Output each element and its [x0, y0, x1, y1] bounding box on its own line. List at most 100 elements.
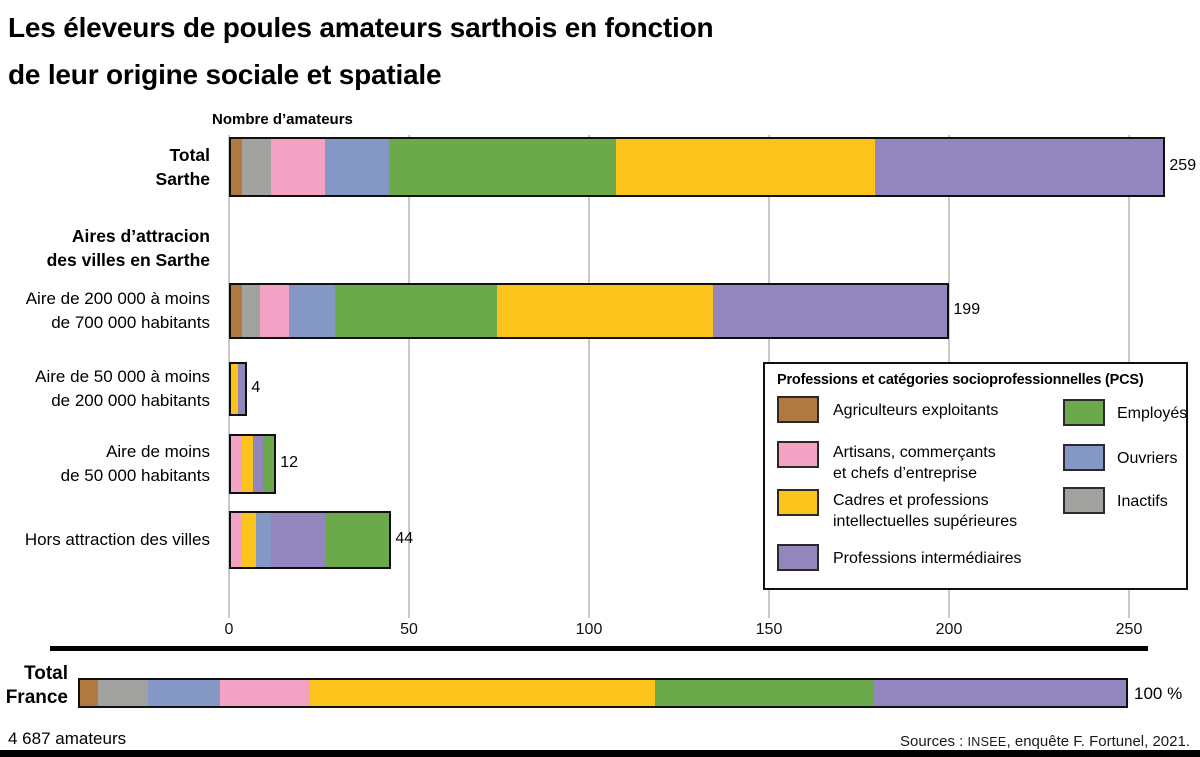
- section-divider-rule: [50, 646, 1148, 651]
- page-title: Les éleveurs de poules amateurs sarthois…: [8, 4, 714, 98]
- bar-segment-cadres: [231, 364, 239, 414]
- legend-label-inactifs: Inactifs: [1117, 491, 1168, 512]
- axis-title: Nombre d’amateurs: [212, 111, 353, 128]
- gridline-100: [588, 135, 590, 618]
- bar-segment-ouvriers: [324, 139, 390, 195]
- bar-segment-cadres: [616, 139, 876, 195]
- france-bar-segment-inactifs: [97, 680, 148, 706]
- legend-label-cadres: Cadres et professions intellectuelles sup…: [833, 490, 1017, 532]
- row-label-line: Aire de 50 000 à moins: [35, 367, 210, 386]
- row-label: Total Sarthe: [0, 143, 210, 191]
- france-bar-segment-ouvriers: [147, 680, 221, 706]
- row-label-line: Aire de 200 000 à moins: [25, 289, 210, 308]
- bar-segment-artisans: [231, 513, 242, 567]
- row-label: Hors attraction des villes: [0, 528, 210, 552]
- x-tick-label-0: 0: [224, 621, 234, 638]
- x-tick-label-150: 150: [755, 621, 783, 638]
- bar-segment-employes: [324, 513, 390, 567]
- bar-segment-intermediaires: [238, 364, 246, 414]
- legend-label-agriculteurs: Agriculteurs exploitants: [833, 400, 998, 421]
- legend-label-line: Ouvriers: [1117, 450, 1178, 467]
- legend-swatch-employes: [1063, 399, 1105, 426]
- group-header-label: Aires d’attracion des villes en Sarthe: [0, 224, 210, 272]
- bar-segment-agriculteurs: [231, 139, 242, 195]
- bar-segment-artisans: [259, 285, 289, 337]
- bar-segment-employes: [389, 139, 617, 195]
- bar-segment-intermediaires: [713, 285, 948, 337]
- row-label-line: Total: [169, 145, 210, 165]
- bar-segment-employes: [335, 285, 498, 337]
- bar-segment-ouvriers: [288, 285, 336, 337]
- bar-segment-cadres: [241, 513, 257, 567]
- legend-swatch-agriculteurs: [777, 396, 819, 423]
- legend-swatch-inactifs: [1063, 487, 1105, 514]
- stacked-bar: [229, 137, 1166, 197]
- bar-segment-intermediaires: [252, 436, 264, 492]
- france-row-label-line2: France: [5, 687, 68, 708]
- bar-segment-intermediaires: [875, 139, 1164, 195]
- legend-label-employes: Employés: [1117, 403, 1187, 424]
- row-label-line: Hors attraction des villes: [24, 530, 210, 549]
- row-label: Aire de 200 000 à moins de 700 000 habita…: [0, 287, 210, 335]
- bar-value-label: 4: [251, 379, 261, 396]
- bar-segment-cadres: [241, 436, 253, 492]
- source-insee: INSEE: [967, 735, 1007, 749]
- france-bar-segment-employes: [655, 680, 873, 706]
- stacked-bar: [229, 511, 392, 569]
- source-suffix: , enquête F. Fortunel, 2021.: [1006, 733, 1190, 750]
- legend-swatch-artisans: [777, 441, 819, 468]
- france-bar-segment-intermediaires: [872, 680, 1126, 706]
- france-bar-segment-artisans: [220, 680, 311, 706]
- bar-value-label: 199: [953, 301, 981, 318]
- france-bar-segment-agriculteurs: [80, 680, 98, 706]
- legend-label-ouvriers: Ouvriers: [1117, 448, 1177, 469]
- source-credit: Sources : INSEE, enquête F. Fortunel, 20…: [900, 733, 1190, 750]
- bar-segment-artisans: [270, 139, 325, 195]
- bar-segment-employes: [263, 436, 275, 492]
- bar-segment-cadres: [497, 285, 714, 337]
- legend-label-line: Agriculteurs exploitants: [833, 402, 999, 419]
- page-title-line2: de leur origine sociale et spatiale: [8, 59, 442, 90]
- legend-swatch-ouvriers: [1063, 444, 1105, 471]
- legend-box: Professions et catégories socioprofessio…: [763, 362, 1188, 590]
- row-label: Aire de 50 000 à moins de 200 000 habitan…: [0, 365, 210, 413]
- source-prefix: Sources :: [899, 733, 968, 750]
- row-label-line: des villes en Sarthe: [46, 250, 210, 270]
- legend-label-line: Professions intermédiaires: [833, 550, 1022, 567]
- legend-label-line: et chefs d’entreprise: [833, 465, 978, 482]
- bottom-rule: [0, 750, 1200, 757]
- legend-label-artisans: Artisans, commerçants et chefs d’entrepri…: [833, 442, 996, 484]
- france-total-label: 100 %: [1134, 684, 1183, 703]
- row-label-line: de 50 000 habitants: [60, 466, 210, 485]
- legend-label-line: Employés: [1117, 405, 1188, 422]
- bar-value-label: 259: [1169, 157, 1197, 174]
- bar-segment-inactifs: [241, 285, 260, 337]
- stacked-bar: [229, 434, 277, 494]
- legend-label-line: intellectuelles supérieures: [833, 513, 1018, 530]
- row-label-line: Sarthe: [155, 169, 210, 189]
- legend-swatch-cadres: [777, 489, 819, 516]
- stacked-bar: [229, 362, 248, 416]
- legend-label-line: Cadres et professions: [833, 492, 989, 509]
- bar-segment-artisans: [231, 436, 242, 492]
- x-tick-label-50: 50: [400, 621, 418, 638]
- gridline-50: [408, 135, 410, 618]
- france-subtitle: 4 687 amateurs: [8, 729, 127, 748]
- row-label: Aire de moins de 50 000 habitants: [0, 440, 210, 488]
- row-label-line: Aire de moins: [106, 442, 210, 461]
- france-stacked-bar: [78, 678, 1128, 708]
- france-row-label: Total France: [0, 662, 68, 710]
- x-tick-label-250: 250: [1115, 621, 1143, 638]
- legend-swatch-intermediaires: [777, 544, 819, 571]
- bar-value-label: 44: [395, 530, 414, 547]
- row-label-line: Aires d’attracion: [71, 226, 210, 246]
- row-label-line: de 200 000 habitants: [51, 391, 210, 410]
- x-tick-label-100: 100: [575, 621, 603, 638]
- bar-segment-inactifs: [241, 139, 271, 195]
- legend-label-intermediaires: Professions intermédiaires: [833, 548, 1022, 569]
- bar-value-label: 12: [280, 454, 298, 471]
- bar-segment-intermediaires: [270, 513, 325, 567]
- legend-label-line: Artisans, commerçants: [833, 444, 996, 461]
- france-bar-segment-cadres: [310, 680, 656, 706]
